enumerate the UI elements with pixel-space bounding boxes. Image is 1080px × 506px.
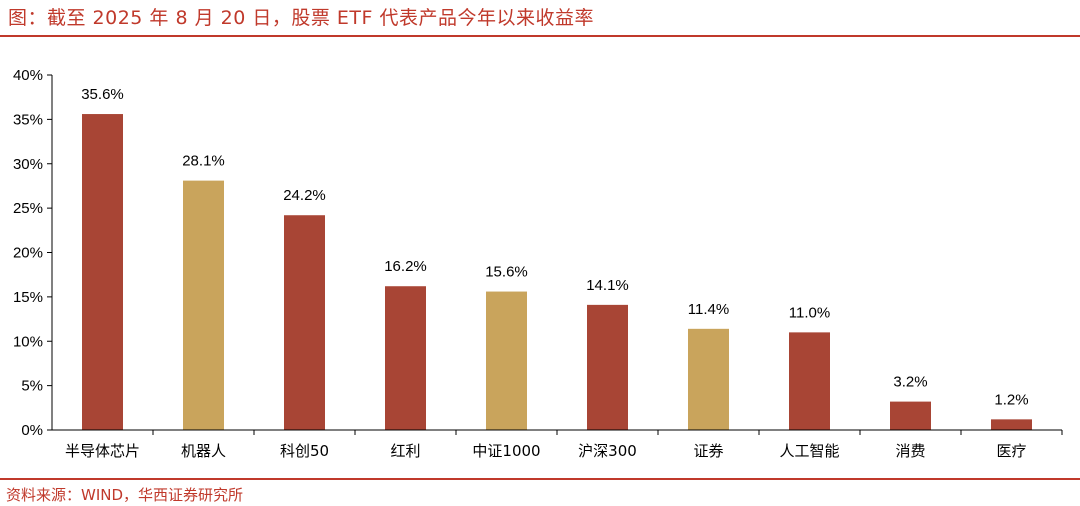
bar — [991, 419, 1032, 430]
bar — [688, 328, 729, 430]
category-label: 消费 — [895, 442, 925, 460]
y-tick-label: 40% — [13, 67, 43, 84]
x-axis: 半导体芯片 机器人 科创50 红利 中证1000 沪深300 证券 人工智能 消费 医疗 — [52, 429, 1063, 460]
y-tick-label: 10% — [13, 333, 43, 350]
category-label: 机器人 — [181, 442, 226, 460]
data-label: 14.1% — [586, 277, 629, 294]
bar — [284, 215, 325, 430]
y-tick-label: 15% — [13, 289, 43, 306]
data-label: 24.2% — [283, 187, 326, 204]
data-label: 16.2% — [384, 258, 427, 275]
data-label: 28.1% — [182, 153, 225, 170]
data-label: 11.0% — [789, 304, 830, 321]
bars: 35.6% 28.1% 24.2% 16.2% 15.6% 14.1% 11.4% 11.0%… — [81, 86, 1032, 431]
data-label: 3.2% — [893, 374, 927, 391]
y-axis: 0% 5% 10% 15% 20% 25% 30% 35% 40% — [13, 67, 53, 439]
title-divider — [0, 35, 1080, 37]
bar — [385, 286, 426, 430]
bar — [587, 304, 628, 430]
bar — [183, 180, 224, 430]
category-label: 中证1000 — [472, 442, 540, 460]
y-tick-label: 0% — [21, 422, 43, 439]
data-label: 15.6% — [485, 264, 528, 281]
data-label: 11.4% — [688, 301, 729, 318]
y-tick-label: 30% — [13, 156, 43, 173]
bar — [789, 332, 830, 430]
y-tick-label: 35% — [13, 111, 43, 128]
source-note: 资料来源：WIND，华西证券研究所 — [6, 486, 244, 504]
category-label: 医疗 — [996, 442, 1026, 460]
data-label: 1.2% — [994, 391, 1028, 408]
bar-chart: 0% 5% 10% 15% 20% 25% 30% 35% 40% 35.6% 28.1% 24.2… — [13, 67, 1063, 460]
bar — [890, 401, 931, 430]
category-label: 人工智能 — [779, 442, 839, 460]
category-label: 红利 — [390, 442, 420, 460]
y-tick-label: 5% — [21, 378, 43, 395]
chart-title: 图：截至 2025 年 8 月 20 日，股票 ETF 代表产品今年以来收益率 — [8, 7, 594, 29]
y-tick-label: 20% — [13, 245, 43, 262]
bar — [486, 291, 527, 430]
bar — [82, 114, 123, 431]
category-label: 沪深300 — [578, 442, 637, 460]
category-label: 科创50 — [280, 442, 329, 460]
category-label: 证券 — [693, 442, 723, 460]
category-label: 半导体芯片 — [65, 442, 140, 460]
y-tick-label: 25% — [13, 200, 43, 217]
data-label: 35.6% — [81, 86, 124, 103]
footer-divider — [0, 478, 1080, 480]
